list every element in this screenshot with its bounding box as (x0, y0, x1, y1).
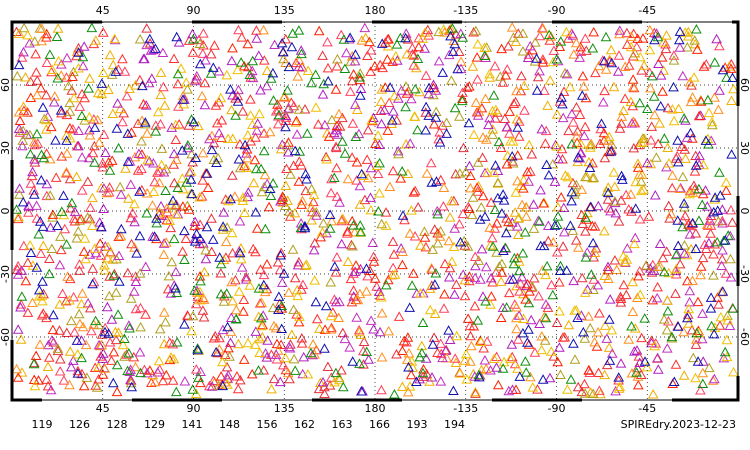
observation-marker-group (13, 26, 738, 396)
lon-tick-label: 180 (365, 4, 386, 17)
legend-entry: 156 (257, 418, 278, 431)
lat-tick-label: -30 (738, 265, 750, 283)
lon-tick-label: 180 (365, 402, 386, 415)
lon-tick-label: -135 (453, 402, 478, 415)
lon-tick-label: -45 (638, 402, 656, 415)
lat-tick-label: 30 (0, 141, 12, 155)
observation-marker-group (12, 25, 731, 394)
lon-tick-label: 90 (187, 4, 201, 17)
lat-tick-label: -30 (0, 265, 12, 283)
legend-entry: 141 (182, 418, 203, 431)
legend-entry: 119 (32, 418, 53, 431)
lon-tick-label: 90 (187, 402, 201, 415)
lat-tick-label: 60 (738, 78, 750, 92)
legend-entry: 162 (294, 418, 315, 431)
legend-entry: 126 (69, 418, 90, 431)
lat-tick-label: -60 (0, 328, 12, 346)
lat-tick-label: 60 (0, 78, 12, 92)
lon-tick-label: 45 (96, 4, 110, 17)
legend-entry: 193 (407, 418, 428, 431)
lat-tick-label: 0 (0, 208, 12, 215)
legend-entry: 163 (332, 418, 353, 431)
map-title: SPIREdry.2023-12-23 (621, 418, 736, 431)
legend-entry: 166 (369, 418, 390, 431)
lat-tick-label: 30 (738, 141, 750, 155)
legend-entry: 128 (107, 418, 128, 431)
lat-tick-label: -60 (738, 328, 750, 346)
observation-marker-group (11, 22, 727, 397)
legend-entry: 129 (144, 418, 165, 431)
legend-entry: 194 (444, 418, 465, 431)
lon-tick-label: -90 (548, 402, 566, 415)
lon-tick-label: 45 (96, 402, 110, 415)
lon-tick-label: -135 (453, 4, 478, 17)
lon-tick-label: -90 (548, 4, 566, 17)
legend-entry: 148 (219, 418, 240, 431)
observation-marker-group (11, 22, 739, 399)
lat-tick-label: 0 (738, 208, 750, 215)
observation-marker-group (12, 22, 737, 396)
lon-tick-label: -45 (638, 4, 656, 17)
lon-tick-label: 135 (274, 4, 295, 17)
lon-tick-label: 135 (274, 402, 295, 415)
